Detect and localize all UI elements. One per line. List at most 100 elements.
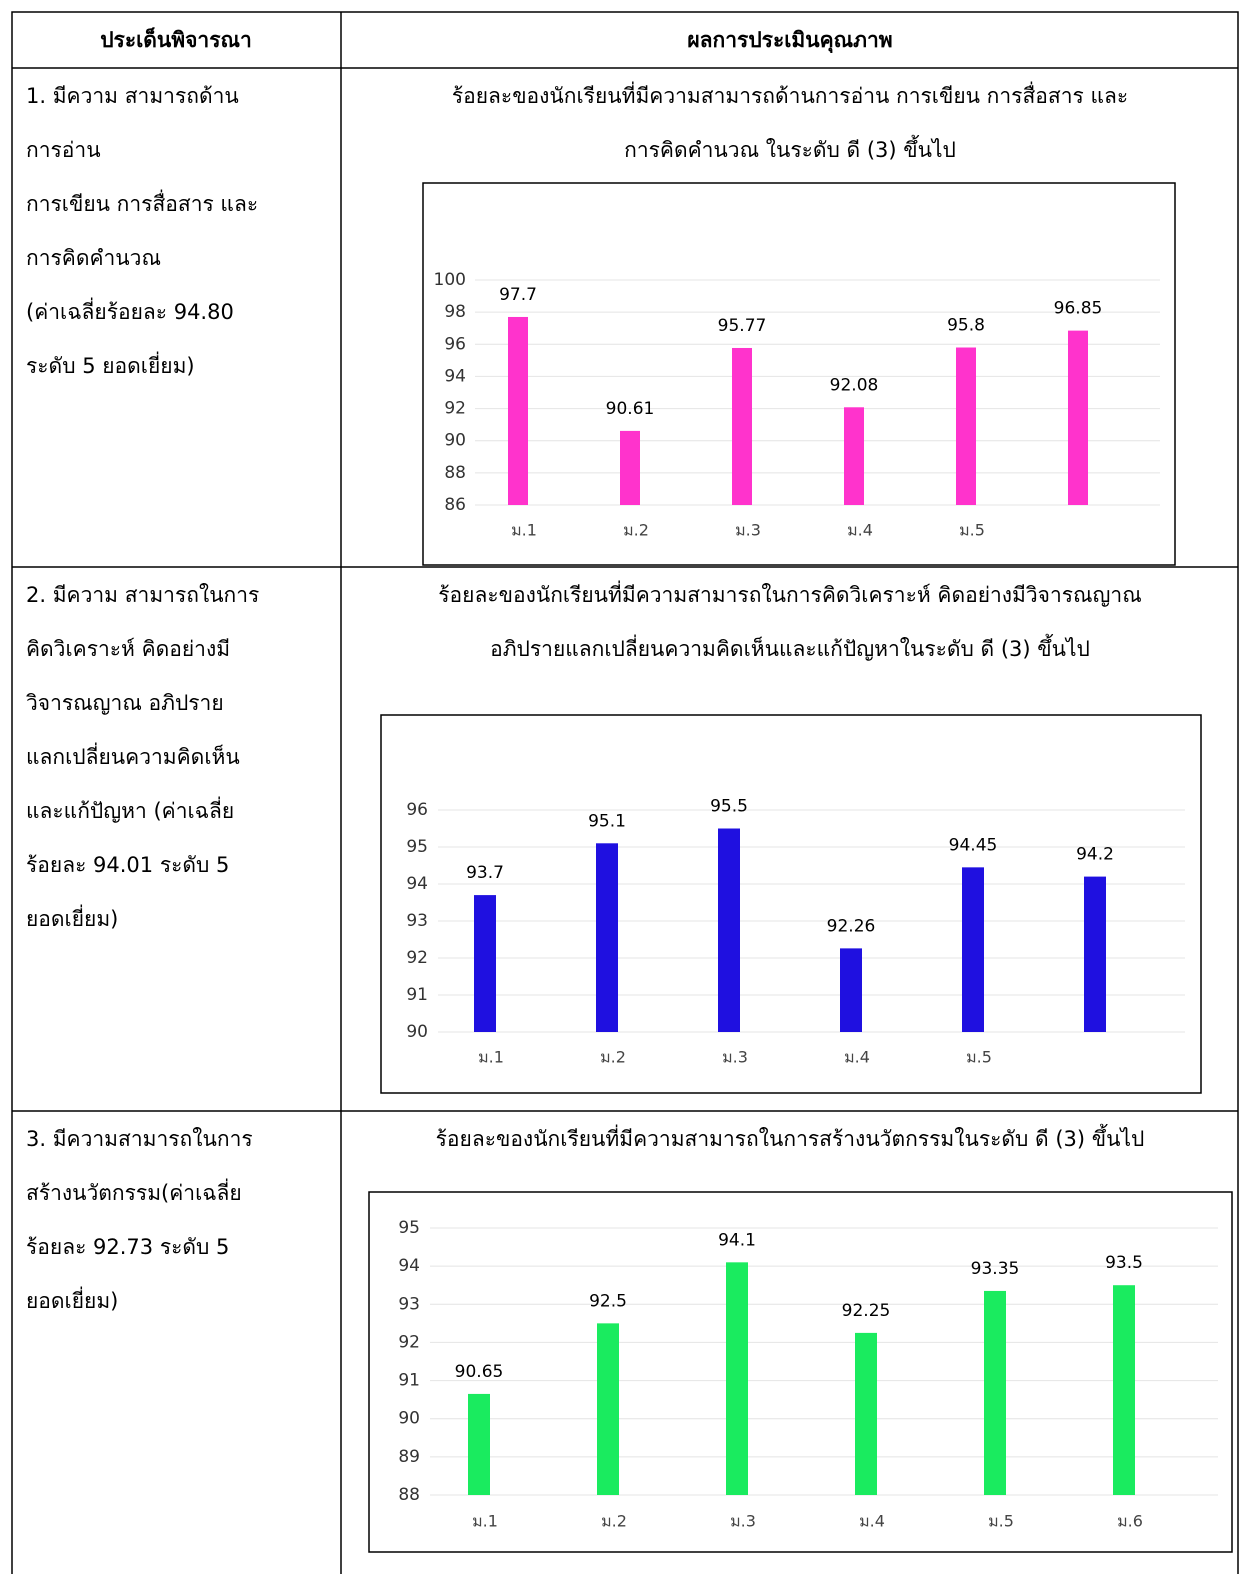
data-label: 95.77 [718,316,767,336]
x-tick-label: ม.4 [859,1512,885,1531]
y-tick-label: 96 [406,800,428,820]
chart-frame [422,182,1176,566]
data-label: 94.1 [718,1230,756,1250]
x-tick-label: ม.5 [988,1512,1014,1531]
y-tick-label: 94 [406,874,428,894]
data-label: 95.8 [947,316,985,336]
data-label: 92.08 [830,375,879,395]
bar [732,347,752,505]
bar [468,1393,490,1495]
chart-frame [368,1191,1233,1553]
data-label: 93.7 [466,863,504,883]
data-label: 92.25 [842,1301,891,1321]
x-tick-label: ม.3 [735,521,761,540]
y-tick-label: 94 [398,1256,420,1276]
y-tick-label: 94 [444,366,466,386]
criterion-line: สร้างนวัตกรรม(ค่าเฉลี่ย [26,1178,242,1205]
criterion-line: (ค่าเฉลี่ยร้อยละ 94.80 [26,297,234,324]
table-border [11,11,1239,1574]
criterion-line: การคิดคำนวณ [26,246,161,270]
bar [855,1332,877,1495]
y-tick-label: 88 [398,1485,420,1505]
result-line: การคิดคำนวณ ในระดับ ดี (3) ขึ้นไป [624,135,956,162]
y-tick-label: 91 [398,1371,420,1391]
bar [508,316,528,505]
x-tick-label: ม.5 [959,521,985,540]
criterion-line: ยอดเยี่ยม) [26,904,118,931]
data-label: 92.5 [589,1291,627,1311]
data-label: 95.1 [588,811,626,831]
bar [596,843,618,1032]
bar [597,1323,619,1495]
criterion-line: 3. มีความสามารถในการ [26,1127,253,1151]
criterion-line: วิจารณญาณ อภิปราย [26,691,224,715]
result-line: ร้อยละของนักเรียนที่มีความสามารถในการสร้… [436,1124,1145,1151]
data-label: 96.85 [1054,299,1103,319]
bar [726,1262,748,1495]
y-tick-label: 90 [406,1022,428,1042]
y-tick-label: 93 [406,911,428,931]
data-label: 94.45 [949,835,998,855]
x-tick-label: ม.4 [847,521,873,540]
x-tick-label: ม.6 [1117,1512,1143,1531]
data-label: 93.35 [971,1259,1020,1279]
y-tick-label: 92 [398,1332,420,1352]
table-lines [11,11,1239,1574]
y-tick-label: 88 [444,463,466,483]
y-tick-label: 89 [398,1447,420,1467]
criterion-line: การเขียน การสื่อสาร และ [26,189,258,216]
criterion-line: ร้อยละ 92.73 ระดับ 5 [26,1235,229,1259]
criterion-line: คิดวิเคราะห์ คิดอย่างมี [26,637,230,661]
x-tick-label: ม.2 [600,1048,626,1067]
x-tick-label: ม.1 [478,1048,504,1067]
bar [1068,330,1088,505]
data-label: 92.26 [827,916,876,936]
data-label: 90.65 [455,1362,504,1382]
criterion-line: 1. มีความ สามารถด้าน [26,84,239,108]
criterion-line: ร้อยละ 94.01 ระดับ 5 [26,853,229,877]
y-tick-label: 96 [444,334,466,354]
data-label: 90.61 [606,399,655,419]
chart-frame [380,714,1202,1094]
y-tick-label: 91 [406,985,428,1005]
bar [840,948,862,1032]
column-header: ผลการประเมินคุณภาพ [687,28,892,54]
criterion-line: และแก้ปัญหา (ค่าเฉลี่ย [26,796,234,823]
y-tick-label: 86 [444,495,466,515]
bar [718,828,740,1032]
y-tick-label: 98 [444,302,466,322]
data-label: 94.2 [1076,845,1114,865]
x-tick-label: ม.3 [730,1512,756,1531]
data-label: 95.5 [710,797,748,817]
result-line: ร้อยละของนักเรียนที่มีความสามารถด้านการอ… [452,81,1128,108]
x-tick-label: ม.4 [844,1048,870,1067]
data-label: 93.5 [1105,1253,1143,1273]
bar [474,895,496,1032]
bar [1084,876,1106,1032]
bar [984,1290,1006,1495]
x-tick-label: ม.2 [623,521,649,540]
y-tick-label: 93 [398,1294,420,1314]
x-tick-label: ม.1 [472,1512,498,1531]
criterion-line: 2. มีความ สามารถในการ [26,583,259,607]
bar [956,347,976,505]
y-tick-label: 100 [434,270,466,290]
bar [844,407,864,505]
x-tick-label: ม.5 [966,1048,992,1067]
column-header: ประเด็นพิจารณา [100,26,252,52]
criterion-line: ระดับ 5 ยอดเยี่ยม) [26,351,195,378]
result-line: ร้อยละของนักเรียนที่มีความสามารถในการคิด… [438,580,1141,607]
bar [1113,1285,1135,1495]
result-line: อภิปรายแลกเปลี่ยนความคิดเห็นและแก้ปัญหาใ… [490,634,1090,661]
criterion-line: แลกเปลี่ยนความคิดเห็น [26,742,240,769]
bar [620,430,640,505]
data-label: 97.7 [499,285,537,305]
y-tick-label: 95 [406,837,428,857]
criterion-line: ยอดเยี่ยม) [26,1286,118,1313]
x-tick-label: ม.1 [511,521,537,540]
y-tick-label: 92 [444,399,466,419]
y-tick-label: 90 [444,431,466,451]
x-tick-label: ม.3 [722,1048,748,1067]
bar [962,867,984,1032]
